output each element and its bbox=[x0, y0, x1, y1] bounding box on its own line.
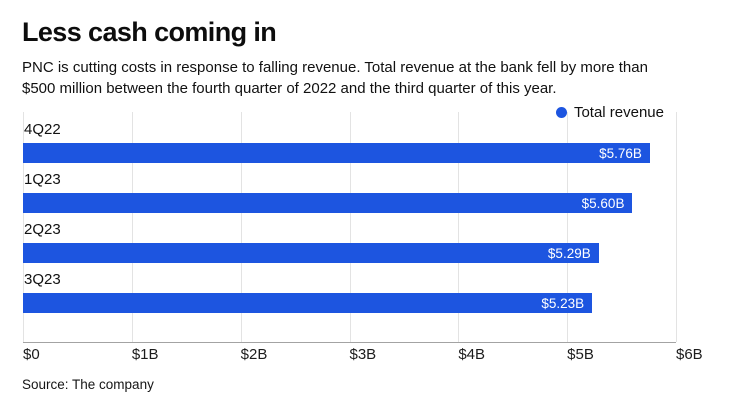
category-label-2q23: 2Q23 bbox=[24, 221, 61, 238]
gridline bbox=[567, 112, 569, 342]
gridline bbox=[131, 112, 133, 342]
bar-value-label: $5.60B bbox=[581, 195, 625, 211]
legend-dot-icon bbox=[555, 107, 567, 118]
chart-subtitle: PNC is cutting costs in response to fall… bbox=[22, 59, 648, 97]
gridline bbox=[240, 112, 242, 342]
source-note: Source: The company bbox=[22, 377, 154, 392]
chart-title: Less cash coming in bbox=[22, 17, 277, 47]
x-tick-label: $5B bbox=[567, 346, 594, 363]
category-label-3q23: 3Q23 bbox=[24, 271, 61, 288]
legend-label: Total revenue bbox=[573, 104, 664, 121]
x-tick-label: $4B bbox=[458, 346, 486, 363]
bar-value-label: $5.76B bbox=[599, 145, 642, 161]
x-tick-label: $6B bbox=[676, 346, 703, 363]
gridline bbox=[349, 112, 351, 342]
category-label-4q22: 4Q22 bbox=[24, 121, 61, 138]
x-tick-label: $1B bbox=[131, 346, 159, 363]
bar-value-label: $5.29B bbox=[547, 245, 591, 261]
x-tick-label: $3B bbox=[349, 346, 377, 363]
bar-value-label: $5.23B bbox=[541, 295, 585, 311]
category-label-1q23: 1Q23 bbox=[24, 171, 61, 188]
x-axis: $0 $1B $2B $3B $4B $5B $6B bbox=[23, 346, 703, 364]
bar-2q23: $5.29B bbox=[23, 243, 599, 263]
gridline bbox=[23, 112, 24, 342]
gridline bbox=[458, 112, 460, 342]
x-tick-label: $0 bbox=[23, 346, 40, 363]
bar-4q22: $5.76B bbox=[23, 143, 650, 163]
bar-chart-plot: 4Q22 $5.76B 1Q23 $5.60B 2Q23 $5.29B 3Q23 $5.23B bbox=[23, 112, 677, 343]
bar-3q23: $5.23B bbox=[23, 293, 593, 313]
x-tick-label: $2B bbox=[240, 346, 268, 363]
legend: Total revenue bbox=[555, 104, 664, 121]
gridline bbox=[676, 112, 677, 342]
bar-1q23: $5.60B bbox=[23, 193, 633, 213]
